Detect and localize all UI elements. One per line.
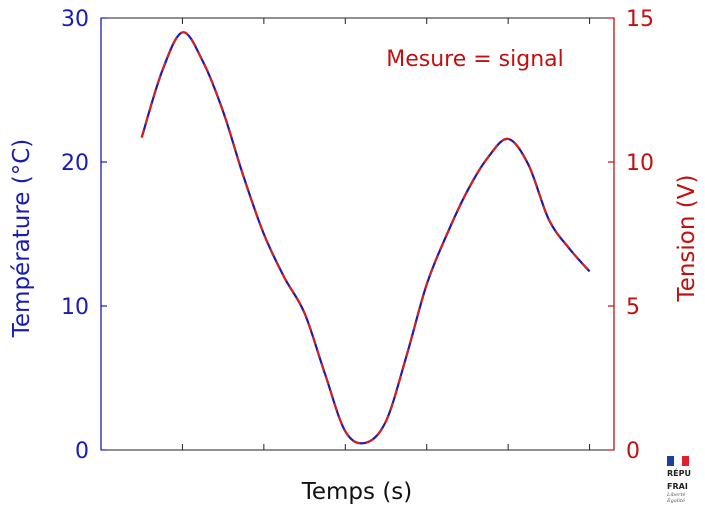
series-line-1 (140, 31, 591, 445)
x-axis-title: Temps (s) (301, 479, 413, 505)
series-layer (140, 31, 591, 445)
plot-frame (100, 17, 615, 451)
annotation-text: Mesure = signal (386, 47, 564, 72)
series-line-0 (140, 31, 591, 445)
republique-logo: RÉPU FRAI Liberté Égalité (667, 456, 705, 508)
flag-red-stripe (681, 456, 689, 466)
right-axis: 0 5 10 15 (608, 7, 654, 464)
left-tick-label-0: 0 (75, 439, 89, 464)
right-tick-label-2: 10 (626, 151, 654, 176)
logo-line-1: RÉPU (667, 469, 691, 478)
flag-white-stripe (674, 456, 682, 466)
logo-line-2: FRAI (667, 482, 688, 491)
x-axis-ticks (181, 18, 591, 450)
left-tick-label-3: 30 (61, 7, 89, 32)
right-tick-label-0: 0 (626, 439, 640, 464)
left-axis: 0 10 20 30 (61, 7, 107, 464)
right-tick-label-3: 15 (626, 7, 654, 32)
left-tick-label-2: 20 (61, 151, 89, 176)
right-axis-title: Tension (V) (674, 175, 700, 303)
flag-icon (667, 456, 689, 466)
right-tick-label-1: 5 (626, 295, 640, 320)
flag-blue-stripe (667, 456, 675, 466)
left-tick-label-1: 10 (61, 295, 89, 320)
left-axis-title: Température (°C) (9, 139, 35, 339)
logo-motto-2: Égalité (667, 498, 685, 504)
logo-motto-1: Liberté (667, 492, 686, 498)
